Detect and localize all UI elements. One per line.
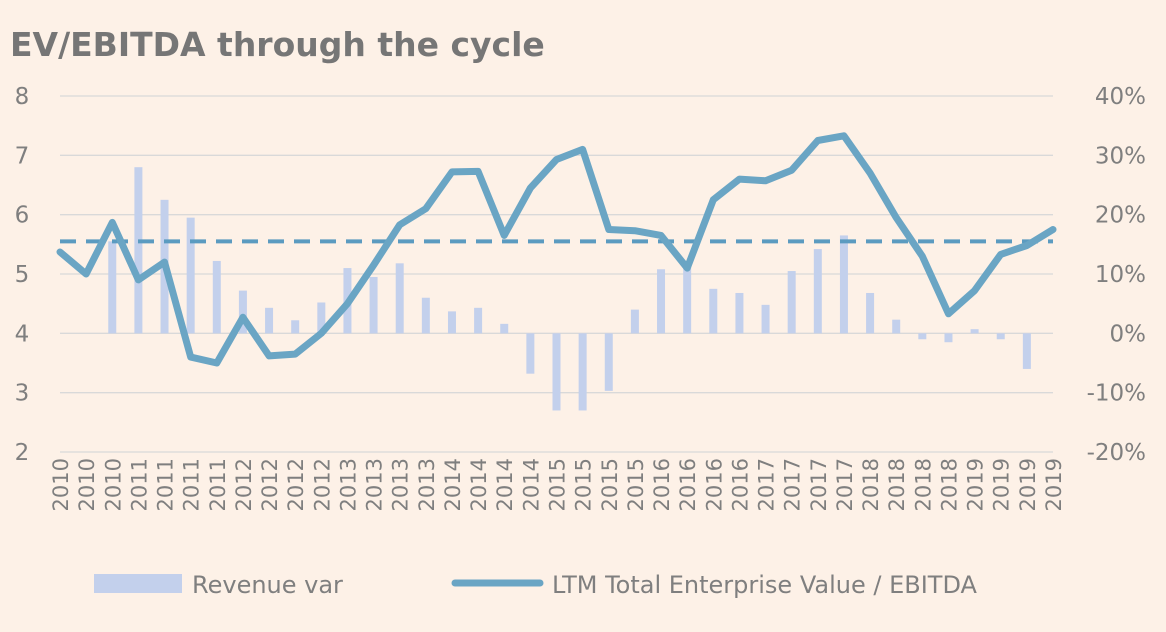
x-tick-label: 2012 xyxy=(310,458,334,511)
x-tick-label: 2010 xyxy=(49,458,73,511)
revenue-var-bar xyxy=(604,333,613,391)
revenue-var-bar xyxy=(657,269,666,334)
revenue-var-bar xyxy=(238,290,247,334)
revenue-var-bar xyxy=(500,323,509,334)
right-axis: -20% -10% 0% 10% 20% 30% 40% xyxy=(1087,84,1146,466)
x-tick-label: 2011 xyxy=(154,458,178,511)
revenue-var-bar xyxy=(918,333,927,340)
revenue-var-bar xyxy=(709,288,718,334)
x-tick-label: 2013 xyxy=(415,458,439,511)
revenue-var-bar xyxy=(892,319,901,334)
x-tick-label: 2013 xyxy=(389,458,413,511)
x-tick-label: 2018 xyxy=(911,458,935,511)
revenue-var-bar xyxy=(474,307,483,334)
ev-ebitda-line xyxy=(56,132,1057,367)
revenue-var-bar xyxy=(552,333,561,411)
x-tick-label: 2010 xyxy=(75,458,99,511)
left-tick-label: 7 xyxy=(15,143,30,169)
revenue-var-bars xyxy=(108,167,1031,411)
right-tick-label: -20% xyxy=(1087,440,1146,466)
x-tick-label: 2011 xyxy=(206,458,230,511)
revenue-var-bar xyxy=(212,260,221,334)
right-tick-label: 40% xyxy=(1095,84,1146,110)
x-tick-label: 2016 xyxy=(650,458,674,511)
x-tick-label: 2019 xyxy=(964,458,988,511)
revenue-var-bar xyxy=(996,333,1005,340)
revenue-var-bar xyxy=(134,167,143,334)
revenue-var-bar xyxy=(369,276,378,334)
revenue-var-bar xyxy=(108,241,117,334)
x-tick-label: 2015 xyxy=(598,458,622,511)
x-tick-label: 2017 xyxy=(781,458,805,511)
x-tick-label: 2015 xyxy=(572,458,596,511)
x-tick-label: 2014 xyxy=(519,458,543,511)
x-tick-label: 2014 xyxy=(467,458,491,511)
x-tick-label: 2012 xyxy=(258,458,282,511)
revenue-var-bar xyxy=(630,309,639,334)
legend-label-revenue-var: Revenue var xyxy=(192,571,343,599)
x-tick-label: 2017 xyxy=(807,458,831,511)
left-axis: 2 3 4 5 6 7 8 xyxy=(15,84,30,466)
revenue-var-bar xyxy=(683,262,692,334)
revenue-var-bar xyxy=(291,320,300,334)
left-tick-label: 6 xyxy=(15,203,30,229)
x-tick-label: 2012 xyxy=(232,458,256,511)
x-tick-label: 2017 xyxy=(755,458,779,511)
x-tick-label: 2019 xyxy=(1016,458,1040,511)
revenue-var-bar xyxy=(813,249,822,334)
left-tick-label: 2 xyxy=(15,440,30,466)
x-tick-label: 2015 xyxy=(546,458,570,511)
revenue-var-bar xyxy=(761,304,770,334)
x-tick-label: 2012 xyxy=(284,458,308,511)
revenue-var-bar xyxy=(395,263,404,334)
x-tick-label: 2019 xyxy=(1042,458,1066,511)
left-tick-label: 3 xyxy=(15,381,30,407)
revenue-var-bar xyxy=(735,292,744,334)
right-tick-label: 0% xyxy=(1110,321,1147,347)
revenue-var-bar xyxy=(578,333,587,411)
left-tick-label: 4 xyxy=(15,321,30,347)
legend: Revenue var LTM Total Enterprise Value /… xyxy=(94,571,978,599)
revenue-var-bar xyxy=(317,302,326,334)
x-axis: 2010 2010 2010 2011 2011 2011 2011 2012 2012 2012… xyxy=(49,458,1066,511)
x-tick-label: 2016 xyxy=(676,458,700,511)
x-tick-label: 2019 xyxy=(990,458,1014,511)
revenue-var-bar xyxy=(186,217,195,334)
x-tick-label: 2010 xyxy=(101,458,125,511)
revenue-var-bar xyxy=(1022,333,1031,369)
revenue-var-bar xyxy=(787,271,796,334)
x-tick-label: 2011 xyxy=(127,458,151,511)
x-tick-label: 2017 xyxy=(833,458,857,511)
left-tick-label: 8 xyxy=(15,84,30,110)
x-tick-label: 2018 xyxy=(885,458,909,511)
x-tick-label: 2018 xyxy=(859,458,883,511)
x-tick-label: 2013 xyxy=(363,458,387,511)
right-tick-label: 20% xyxy=(1095,203,1146,229)
right-tick-label: 30% xyxy=(1095,143,1146,169)
x-tick-label: 2013 xyxy=(336,458,360,511)
revenue-var-bar xyxy=(447,311,456,334)
right-tick-label: -10% xyxy=(1087,381,1146,407)
revenue-var-bar xyxy=(421,297,430,334)
legend-label-ev-ebitda: LTM Total Enterprise Value / EBITDA xyxy=(552,571,978,599)
x-tick-label: 2018 xyxy=(937,458,961,511)
revenue-var-bar xyxy=(265,307,274,334)
revenue-var-bar xyxy=(970,329,979,334)
x-tick-label: 2014 xyxy=(441,458,465,511)
legend-swatch-revenue-var xyxy=(94,574,182,593)
x-tick-label: 2014 xyxy=(493,458,517,511)
x-tick-label: 2011 xyxy=(180,458,204,511)
revenue-var-bar xyxy=(526,333,535,374)
x-tick-label: 2016 xyxy=(702,458,726,511)
x-tick-label: 2016 xyxy=(728,458,752,511)
revenue-var-bar xyxy=(944,333,953,343)
chart-title: EV/EBITDA through the cycle xyxy=(10,25,545,64)
revenue-var-bar xyxy=(866,292,875,334)
left-tick-label: 5 xyxy=(15,262,30,288)
right-tick-label: 10% xyxy=(1095,262,1146,288)
x-tick-label: 2015 xyxy=(624,458,648,511)
ev-ebitda-line-group xyxy=(56,132,1057,367)
revenue-var-bar xyxy=(839,235,848,334)
